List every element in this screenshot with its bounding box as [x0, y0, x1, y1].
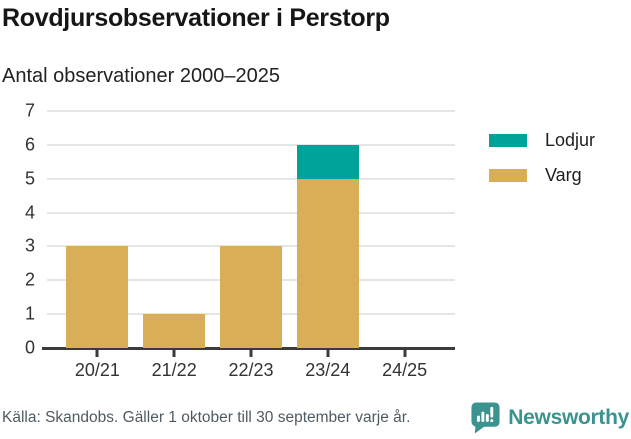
y-tick-label: 0 [24, 337, 35, 358]
legend-label: Lodjur [545, 130, 596, 150]
gridline-y6 [47, 143, 455, 146]
legend: Lodjur Varg [489, 130, 595, 186]
gridline-y7 [47, 110, 455, 112]
y-tick-label: 6 [24, 134, 35, 155]
chart-subtitle: Antal observationer 2000–2025 [2, 65, 280, 87]
gridline-y4 [47, 211, 455, 214]
y-tick-label: 1 [24, 303, 35, 324]
bar-segment-varg [66, 246, 129, 348]
y-tick-label: 3 [24, 235, 35, 256]
x-tick-label: 20/21 [74, 360, 120, 380]
legend-item-varg: Varg [489, 165, 595, 186]
category-band-22/23: 22/23 [213, 111, 290, 380]
bar-segment-varg [219, 246, 282, 348]
x-axis-tick [249, 350, 253, 357]
x-axis-tick [403, 350, 407, 357]
legend-swatch-lodjur [489, 134, 527, 147]
chart-title: Rovdjursobservationer i Perstorp [2, 4, 390, 32]
x-axis-tick [95, 350, 99, 357]
y-tick-label: 4 [24, 202, 35, 223]
category-band-23/24: 23/24 [289, 111, 366, 380]
bar-bands: 20/21 21/22 22/23 23/24 24/25 [59, 111, 443, 380]
brand-name: Newsworthy [508, 405, 629, 429]
category-band-20/21: 20/21 [59, 111, 136, 380]
x-tick-label: 21/22 [151, 360, 197, 380]
category-band-21/22: 21/22 [136, 111, 213, 380]
x-tick-label: 24/25 [382, 360, 428, 380]
source-note: Källa: Skandobs. Gäller 1 oktober till 3… [2, 409, 411, 426]
category-band-24/25: 24/25 [366, 111, 443, 380]
y-tick-label: 5 [24, 168, 35, 189]
newsworthy-logo-icon [471, 402, 500, 434]
y-tick-label: 7 [24, 100, 35, 121]
bar-segment-varg [296, 178, 359, 348]
gridline-y5 [47, 177, 455, 180]
brand-lockup: Newsworthy [470, 401, 629, 434]
legend-item-lodjur: Lodjur [489, 130, 595, 151]
legend-label: Varg [545, 165, 582, 185]
bar-segment-lodjur [296, 144, 359, 179]
x-tick-label: 23/24 [305, 360, 351, 380]
legend-swatch-varg [489, 169, 527, 182]
x-axis-line [42, 347, 455, 350]
bar-segment-varg [143, 314, 206, 348]
y-tick-label: 2 [24, 269, 35, 290]
x-axis-tick [326, 350, 330, 357]
x-axis-tick [172, 350, 176, 357]
y-axis-labels: 0 1 2 3 4 5 6 7 [0, 101, 35, 358]
x-tick-label: 22/23 [228, 360, 274, 380]
plot-area: 20/21 21/22 22/23 23/24 24/25 [42, 110, 455, 380]
